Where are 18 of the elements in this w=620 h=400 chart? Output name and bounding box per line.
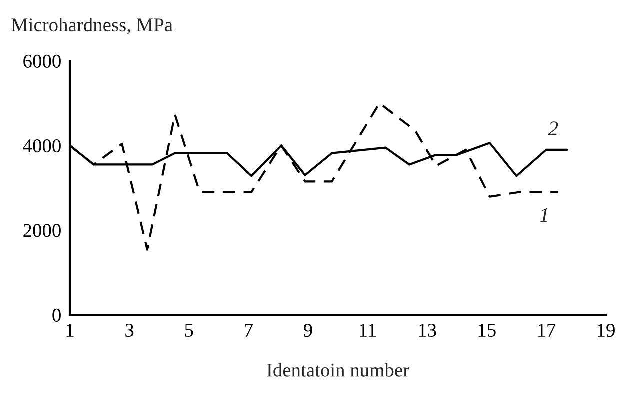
y-tick-label: 0 [52,308,61,322]
x-tick-label: 15 [478,324,496,338]
y-tick-label: 6000 [24,54,61,68]
x-tick-label: 1 [66,324,74,337]
series-label: 1 [540,208,548,222]
y-tick-label: 2000 [24,224,61,238]
y-tick-label: 4000 [23,139,61,153]
x-tick-label: 19 [598,324,615,338]
x-tick-label: 17 [538,324,556,337]
x-tick-label: 11 [360,324,376,337]
x-tick-label: 9 [304,324,312,338]
x-tick-label: 13 [419,324,436,338]
x-tick-label: 7 [245,324,253,337]
series-label: 2 [548,122,558,136]
x-axis-title: Identatoin number [267,363,410,377]
x-tick-label: 3 [126,324,134,338]
x-tick-label: 5 [185,324,194,338]
y-axis-title: Microhardness, MPa [12,18,173,34]
